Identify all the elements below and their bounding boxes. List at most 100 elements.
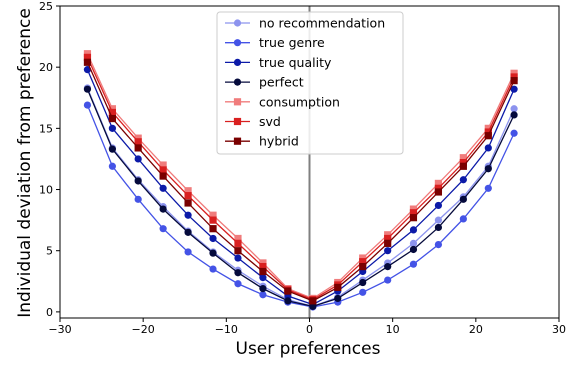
- data-point: [83, 58, 92, 66]
- series-line: [86, 88, 515, 308]
- data-point: [159, 184, 167, 192]
- data-point: [359, 258, 367, 266]
- data-point: [134, 155, 142, 163]
- legend: no recommendation true genre true quality p…: [216, 11, 404, 155]
- legend-item: svd: [225, 114, 281, 129]
- data-point: [510, 105, 518, 113]
- data-point: [159, 161, 167, 169]
- data-point: [83, 85, 92, 93]
- legend-swatch-marker: [233, 78, 242, 86]
- data-point: [510, 111, 518, 119]
- legend-swatch-marker: [233, 117, 242, 126]
- data-point: [209, 234, 217, 243]
- data-point: [309, 302, 317, 310]
- data-point: [434, 216, 443, 224]
- data-point: [459, 154, 467, 162]
- data-point: [259, 263, 267, 271]
- data-point: [484, 124, 492, 132]
- data-point: [209, 216, 217, 224]
- data-point: [334, 283, 342, 292]
- data-point: [259, 259, 267, 267]
- data-point: [108, 124, 116, 132]
- data-point: [259, 285, 267, 293]
- data-point: [234, 239, 242, 247]
- data-point: [209, 225, 217, 233]
- data-point: [484, 165, 492, 173]
- legend-label: consumption: [259, 94, 340, 109]
- data-point: [409, 214, 418, 222]
- data-point: [234, 247, 242, 255]
- data-point: [434, 179, 443, 188]
- data-point: [284, 297, 292, 305]
- data-point: [184, 228, 192, 236]
- data-point: [409, 260, 418, 268]
- data-point: [434, 223, 443, 232]
- x-tick-label: 0: [306, 323, 313, 336]
- data-point: [234, 234, 242, 243]
- x-axis-title: User preferences: [236, 339, 381, 359]
- data-point: [384, 239, 392, 247]
- y-tick-label: 20: [39, 61, 53, 74]
- data-point: [409, 205, 418, 213]
- data-point: [284, 287, 292, 295]
- data-point: [159, 205, 167, 213]
- data-point: [134, 195, 142, 203]
- series-line: [86, 53, 515, 300]
- data-point: [459, 195, 467, 203]
- data-point: [484, 132, 492, 140]
- series-line: [86, 104, 515, 308]
- y-axis-title: Individual deviation from preference: [15, 8, 35, 318]
- data-point: [459, 159, 467, 167]
- data-point: [159, 172, 167, 180]
- data-point: [184, 199, 192, 207]
- legend-item: hybrid: [225, 134, 299, 149]
- data-point: [209, 211, 217, 219]
- data-point: [108, 114, 116, 123]
- data-point: [234, 269, 242, 277]
- y-axis-ticks: 0 5 10 15 20 25: [39, 0, 60, 319]
- data-point: [209, 265, 217, 273]
- data-point: [384, 231, 392, 239]
- legend-item: perfect: [225, 75, 304, 90]
- series-line: [86, 57, 515, 301]
- legend-swatch-marker: [233, 98, 242, 106]
- legend-swatch-marker: [233, 39, 242, 47]
- data-point: [484, 128, 492, 136]
- data-point: [484, 144, 492, 152]
- y-tick-label: 5: [46, 245, 53, 258]
- legend-label: svd: [259, 114, 281, 129]
- data-point: [459, 176, 467, 184]
- data-point: [184, 248, 192, 256]
- y-tick-label: 0: [46, 306, 53, 319]
- data-point: [434, 201, 443, 210]
- series-line: [86, 69, 515, 306]
- legend-swatch-marker: [233, 137, 242, 145]
- data-point: [108, 162, 116, 170]
- data-point: [134, 177, 142, 185]
- data-point: [409, 226, 418, 234]
- data-point: [334, 294, 342, 303]
- data-point: [510, 77, 518, 85]
- data-point: [434, 184, 443, 192]
- legend-label: true genre: [259, 35, 325, 50]
- data-point: [359, 278, 367, 287]
- legend-swatch-marker: [233, 19, 242, 27]
- legend-swatch-marker: [233, 58, 242, 66]
- x-tick-label: 20: [469, 323, 483, 336]
- y-tick-label: 15: [39, 122, 53, 135]
- data-point: [184, 211, 192, 219]
- data-point: [359, 254, 367, 262]
- data-point: [159, 166, 167, 174]
- data-point: [259, 274, 267, 282]
- x-axis-ticks: −30 −20 −10 0 10 20 30: [48, 318, 566, 336]
- data-point: [409, 245, 418, 254]
- legend-item: no recommendation: [225, 16, 385, 31]
- legend-label: hybrid: [259, 134, 299, 149]
- data-point: [134, 144, 142, 152]
- legend-item: true quality: [225, 55, 332, 70]
- series-group: [83, 50, 518, 311]
- data-point: [309, 297, 317, 305]
- data-point: [384, 276, 392, 284]
- legend-label: perfect: [259, 75, 304, 90]
- data-point: [234, 280, 242, 288]
